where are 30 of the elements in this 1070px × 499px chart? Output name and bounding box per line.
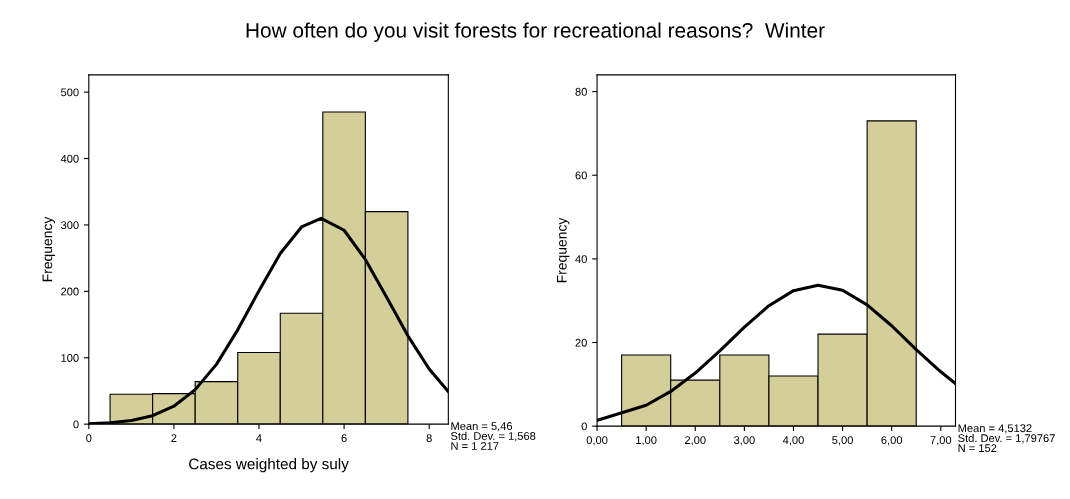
x-tick-label: 0,00 [586, 436, 608, 446]
x-tick-label: 6 [341, 434, 347, 443]
y-tick-label: 500 [61, 88, 79, 97]
y-axis-title: Frequency [42, 216, 55, 282]
y-tick-label: 60 [575, 171, 587, 180]
x-tick-label: 8 [426, 434, 432, 443]
x-tick-label: 0 [86, 434, 92, 443]
text: How often do you visit forests for recreational reasons? Winter [246, 22, 825, 42]
y-axis-title: Frequency [556, 217, 570, 283]
y-tick-label: 0 [73, 420, 79, 429]
y-tick-label: 40 [575, 255, 587, 263]
x-tick-label: 2,00 [685, 436, 706, 446]
x-tick-label: 6,00 [881, 436, 903, 446]
x-tick-label: 4 [256, 434, 262, 442]
y-tick-label: 300 [60, 221, 79, 230]
x-tick-label: 7,00 [930, 436, 952, 446]
y-tick-label: 20 [575, 338, 587, 347]
x-tick-label: 4,00 [782, 436, 804, 446]
y-tick-label: 100 [61, 354, 79, 362]
y-tick-label: 0 [581, 422, 587, 431]
text: Mean = 5,46 Std. Dev. = 1,568 N = 1 217 [450, 422, 536, 450]
x-tick-label: 1,00 [636, 436, 657, 446]
text: Mean = 4,5132 Std. Dev. = 1,79767 N = 152 [958, 424, 1055, 453]
x-tick-label: 2 [171, 434, 177, 442]
y-tick-label: 400 [60, 154, 79, 163]
x-tick-label: 5,00 [832, 436, 853, 446]
x-axis-title: Cases weighted by suly [189, 458, 349, 473]
x-tick-label: 3,00 [733, 436, 755, 446]
y-tick-label: 200 [61, 287, 79, 296]
y-tick-label: 80 [575, 87, 587, 96]
